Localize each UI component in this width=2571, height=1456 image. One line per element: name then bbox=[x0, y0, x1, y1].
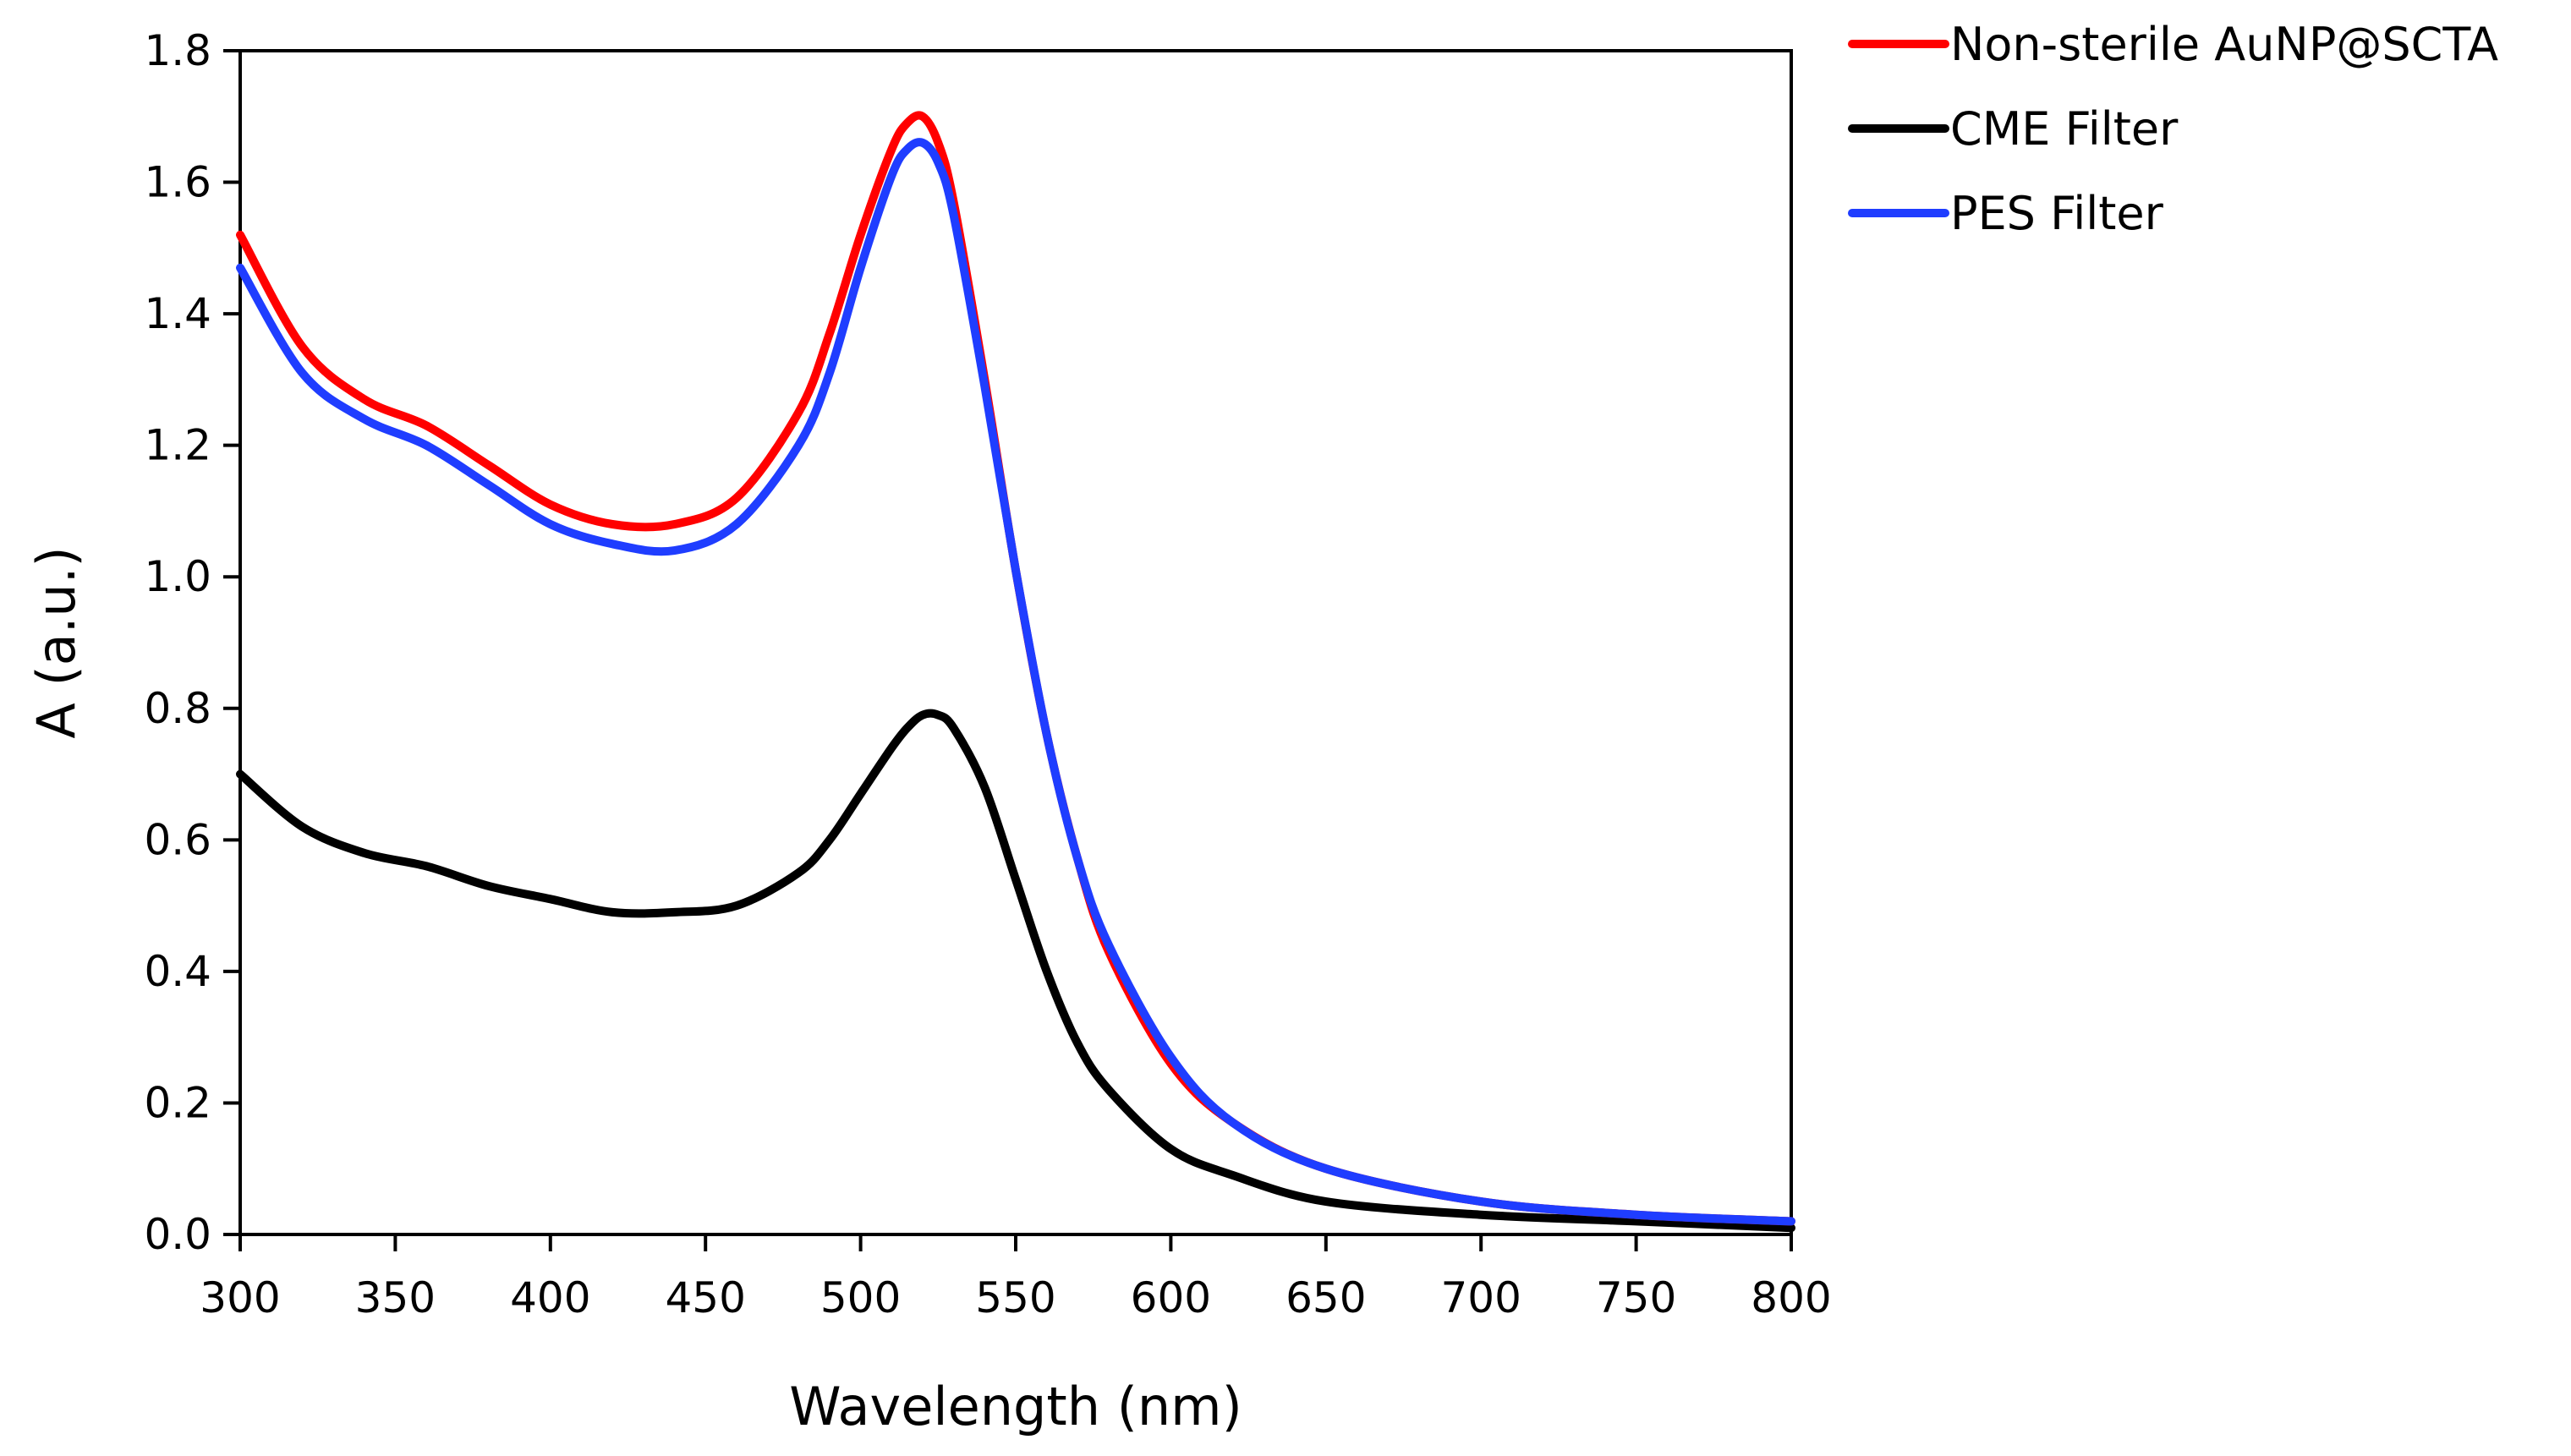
x-axis-tick-labels: 300 350 400 450 500 550 600 650 700 750 800 bbox=[200, 1273, 1831, 1322]
y-tick-label: 1.8 bbox=[144, 26, 211, 75]
x-tick-label: 350 bbox=[355, 1273, 436, 1322]
y-tick-label: 0.6 bbox=[144, 815, 211, 864]
y-tick-label: 0.2 bbox=[144, 1078, 211, 1127]
y-tick-label: 1.0 bbox=[144, 552, 211, 601]
x-tick-label: 550 bbox=[975, 1273, 1055, 1322]
series-line-pes-filter bbox=[236, 138, 1795, 1226]
x-tick-label: 800 bbox=[1751, 1273, 1831, 1322]
plot-area bbox=[238, 49, 1793, 1236]
y-axis-label: A (a.u.) bbox=[25, 546, 87, 738]
x-tick-label: 750 bbox=[1596, 1273, 1676, 1322]
y-axis-tick-labels: 0.0 0.2 0.4 0.6 0.8 1.0 1.2 1.4 1.6 1.8 bbox=[144, 26, 211, 1259]
y-tick-label: 1.6 bbox=[144, 158, 211, 207]
series-layer bbox=[236, 111, 1795, 1233]
x-tick-label: 600 bbox=[1131, 1273, 1211, 1322]
y-tick-label: 1.2 bbox=[144, 421, 211, 470]
x-axis-label: Wavelength (nm) bbox=[789, 1376, 1242, 1437]
legend-label-non-sterile-aunp-scta: Non-sterile AuNP@SCTA bbox=[1950, 18, 2498, 71]
legend-label-cme-filter: CME Filter bbox=[1950, 102, 2179, 156]
series-line-cme-filter bbox=[236, 709, 1795, 1233]
x-tick-label: 500 bbox=[820, 1273, 901, 1322]
x-tick-label: 700 bbox=[1440, 1273, 1521, 1322]
x-tick-label: 650 bbox=[1286, 1273, 1366, 1322]
y-tick-label: 0.4 bbox=[144, 947, 211, 996]
y-tick-label: 0.0 bbox=[144, 1210, 211, 1259]
x-tick-label: 300 bbox=[200, 1273, 280, 1322]
y-axis-ticks bbox=[223, 49, 240, 1236]
legend: Non-sterile AuNP@SCTA CME Filter PES Filte… bbox=[1848, 18, 2498, 240]
x-tick-label: 400 bbox=[510, 1273, 590, 1322]
y-tick-label: 1.4 bbox=[144, 289, 211, 338]
legend-label-pes-filter: PES Filter bbox=[1950, 187, 2164, 240]
y-tick-label: 0.8 bbox=[144, 684, 211, 733]
x-tick-label: 450 bbox=[665, 1273, 745, 1322]
x-axis-ticks bbox=[238, 1234, 1793, 1251]
